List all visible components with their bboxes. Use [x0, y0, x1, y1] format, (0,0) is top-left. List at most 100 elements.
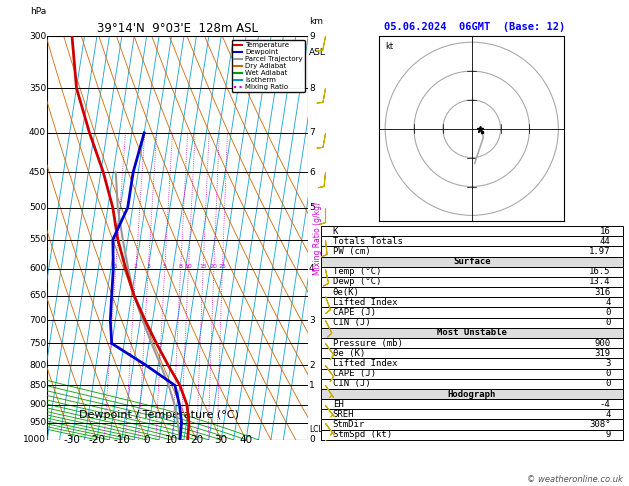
Text: CIN (J): CIN (J): [333, 380, 370, 388]
Text: Dewp (°C): Dewp (°C): [333, 278, 381, 286]
Text: EH: EH: [333, 399, 343, 409]
Text: 400: 400: [29, 128, 46, 138]
Text: 450: 450: [29, 168, 46, 177]
Text: Lifted Index: Lifted Index: [333, 359, 398, 368]
Text: 15: 15: [199, 264, 207, 269]
Bar: [321, 379, 623, 389]
Text: 300: 300: [29, 32, 46, 41]
Text: 1: 1: [114, 264, 118, 269]
Text: θe(K): θe(K): [333, 288, 360, 296]
Text: 2: 2: [134, 264, 138, 269]
Text: Most Unstable: Most Unstable: [437, 329, 507, 337]
Bar: [321, 419, 623, 430]
Title: 39°14'N  9°03'E  128m ASL: 39°14'N 9°03'E 128m ASL: [97, 22, 258, 35]
Text: 10: 10: [165, 435, 178, 445]
Text: 7: 7: [309, 128, 314, 138]
Text: 30: 30: [214, 435, 228, 445]
Text: 750: 750: [29, 339, 46, 348]
Text: 550: 550: [29, 235, 46, 244]
Text: 40: 40: [240, 435, 253, 445]
Text: 20: 20: [210, 264, 218, 269]
Text: -4: -4: [600, 399, 611, 409]
Bar: [321, 246, 623, 257]
Text: 8: 8: [179, 264, 182, 269]
Text: 16.5: 16.5: [589, 267, 611, 277]
Bar: [321, 257, 623, 267]
Text: 5: 5: [163, 264, 167, 269]
Text: 3: 3: [309, 316, 314, 325]
Text: 4: 4: [309, 264, 314, 273]
Text: 350: 350: [29, 84, 46, 93]
Text: 4: 4: [605, 410, 611, 419]
Text: 1000: 1000: [23, 435, 46, 444]
Text: 6: 6: [309, 168, 314, 177]
Text: 16: 16: [600, 226, 611, 236]
Text: 316: 316: [594, 288, 611, 296]
Text: 308°: 308°: [589, 420, 611, 429]
Text: Totals Totals: Totals Totals: [333, 237, 403, 246]
Text: 8: 8: [309, 84, 314, 93]
Text: 900: 900: [29, 400, 46, 409]
Bar: [321, 430, 623, 440]
Bar: [321, 389, 623, 399]
Text: Lifted Index: Lifted Index: [333, 298, 398, 307]
Text: 2: 2: [309, 361, 314, 369]
Bar: [321, 368, 623, 379]
Bar: [321, 328, 623, 338]
Text: CAPE (J): CAPE (J): [333, 308, 376, 317]
Text: SREH: SREH: [333, 410, 354, 419]
Bar: [321, 297, 623, 308]
Bar: [321, 338, 623, 348]
Text: 5: 5: [309, 203, 314, 212]
Text: hPa: hPa: [30, 7, 46, 17]
Text: LCL: LCL: [309, 425, 323, 434]
Bar: [321, 409, 623, 419]
Text: Surface: Surface: [453, 257, 491, 266]
Text: Pressure (mb): Pressure (mb): [333, 339, 403, 347]
Text: 0: 0: [605, 318, 611, 327]
Text: 05.06.2024  06GMT  (Base: 12): 05.06.2024 06GMT (Base: 12): [384, 21, 565, 32]
Bar: [321, 226, 623, 236]
Text: Temp (°C): Temp (°C): [333, 267, 381, 277]
Text: 10: 10: [184, 264, 192, 269]
Bar: [321, 318, 623, 328]
Bar: [321, 277, 623, 287]
Text: 0: 0: [605, 369, 611, 378]
Text: Hodograph: Hodograph: [448, 389, 496, 399]
Text: 20: 20: [190, 435, 203, 445]
Text: StmSpd (kt): StmSpd (kt): [333, 430, 392, 439]
Text: 0: 0: [143, 435, 150, 445]
Text: θe (K): θe (K): [333, 349, 365, 358]
Text: Mixing Ratio (g/kg): Mixing Ratio (g/kg): [313, 202, 322, 275]
Text: 25: 25: [218, 264, 226, 269]
Bar: [321, 348, 623, 358]
Text: 0: 0: [309, 435, 314, 444]
Text: 319: 319: [594, 349, 611, 358]
Text: -10: -10: [113, 435, 130, 445]
Text: 4: 4: [605, 298, 611, 307]
Text: Dewpoint / Temperature (°C): Dewpoint / Temperature (°C): [79, 410, 239, 420]
Text: 0: 0: [605, 380, 611, 388]
Bar: [321, 308, 623, 318]
Text: 500: 500: [29, 203, 46, 212]
Text: 650: 650: [29, 291, 46, 300]
Text: 800: 800: [29, 361, 46, 369]
Legend: Temperature, Dewpoint, Parcel Trajectory, Dry Adiabat, Wet Adiabat, Isotherm, Mi: Temperature, Dewpoint, Parcel Trajectory…: [232, 40, 304, 92]
Text: ASL: ASL: [309, 48, 326, 56]
Text: CIN (J): CIN (J): [333, 318, 370, 327]
Bar: [321, 267, 623, 277]
Text: -30: -30: [64, 435, 81, 445]
Text: StmDir: StmDir: [333, 420, 365, 429]
Bar: [321, 236, 623, 246]
Text: 3: 3: [605, 359, 611, 368]
Text: CAPE (J): CAPE (J): [333, 369, 376, 378]
Bar: [321, 399, 623, 409]
Text: kt: kt: [385, 42, 393, 51]
Text: 9: 9: [309, 32, 314, 41]
Text: -20: -20: [89, 435, 105, 445]
Bar: [321, 358, 623, 368]
Text: 13.4: 13.4: [589, 278, 611, 286]
Text: 700: 700: [29, 316, 46, 325]
Text: 44: 44: [600, 237, 611, 246]
Text: PW (cm): PW (cm): [333, 247, 370, 256]
